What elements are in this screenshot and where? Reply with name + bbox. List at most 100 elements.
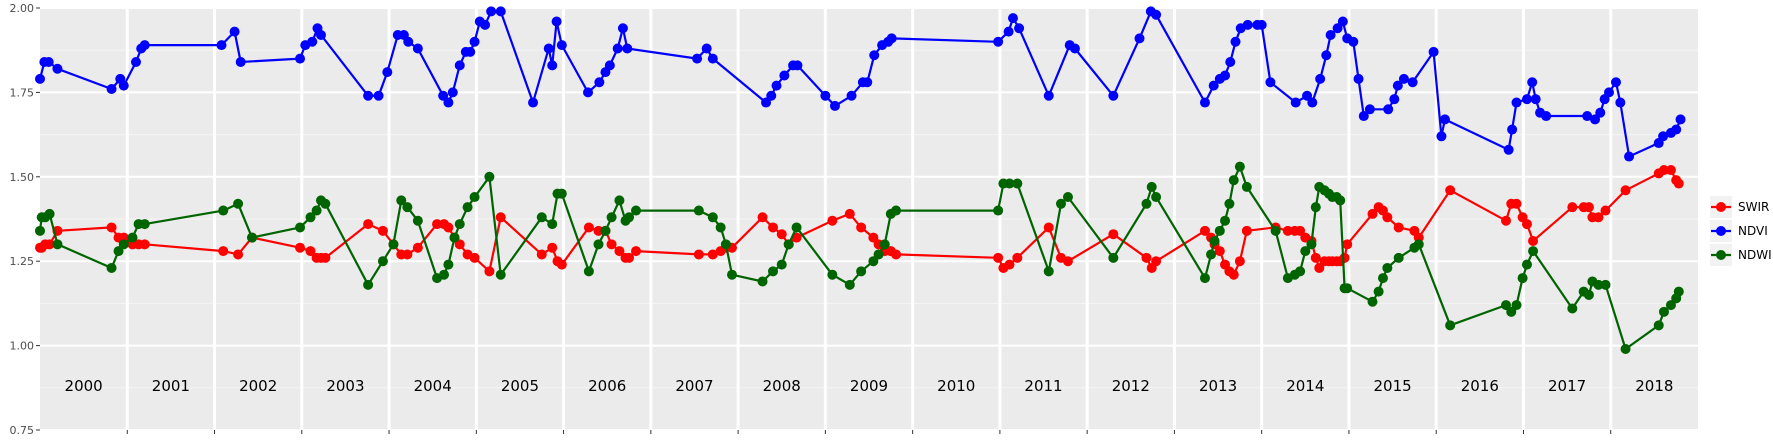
data-point	[886, 33, 897, 44]
data-point	[1615, 97, 1626, 108]
data-point	[1398, 73, 1409, 84]
data-point	[856, 222, 867, 233]
data-point	[1353, 73, 1364, 84]
y-tick-label: 1.00	[10, 340, 35, 353]
data-point	[1582, 111, 1593, 122]
data-point	[229, 26, 240, 37]
data-point	[600, 225, 611, 236]
data-point	[1517, 273, 1528, 284]
data-point	[44, 208, 55, 219]
data-point	[768, 222, 779, 233]
y-tick-label: 1.25	[10, 255, 35, 268]
data-point	[1151, 256, 1162, 267]
data-point	[218, 205, 229, 216]
data-point	[139, 40, 150, 51]
data-point	[139, 219, 150, 230]
data-point	[1658, 165, 1669, 176]
data-point	[1392, 80, 1403, 91]
data-point	[1620, 185, 1631, 196]
data-point	[1511, 300, 1522, 311]
year-label: 2010	[937, 377, 975, 395]
data-point	[447, 87, 458, 98]
data-point	[1069, 43, 1080, 54]
data-point	[692, 53, 703, 64]
data-point	[556, 40, 567, 51]
data-point	[776, 259, 787, 270]
data-point	[1389, 94, 1400, 105]
data-point	[776, 229, 787, 240]
data-point	[779, 70, 790, 81]
data-point	[1228, 175, 1239, 186]
data-point	[454, 239, 465, 250]
data-point	[320, 198, 331, 209]
year-label: 2006	[588, 377, 626, 395]
data-point	[484, 266, 495, 277]
data-point	[547, 242, 558, 253]
data-point	[1653, 320, 1664, 331]
data-point	[707, 212, 718, 223]
data-point	[707, 249, 718, 260]
data-point	[1583, 289, 1594, 300]
data-point	[1367, 208, 1378, 219]
data-point	[1528, 235, 1539, 246]
data-point	[556, 259, 567, 270]
data-point	[862, 77, 873, 88]
data-point	[1671, 124, 1682, 135]
series-ndvi	[35, 6, 1686, 162]
data-point	[382, 67, 393, 78]
year-label: 2009	[850, 377, 888, 395]
data-point	[715, 222, 726, 233]
data-point	[547, 60, 558, 71]
data-point	[1590, 114, 1601, 125]
data-point	[720, 239, 731, 250]
data-point	[820, 90, 831, 101]
year-label: 2000	[65, 377, 103, 395]
data-point	[44, 239, 55, 250]
year-label: 2012	[1112, 377, 1150, 395]
data-point	[612, 43, 623, 54]
data-point	[52, 239, 63, 250]
data-point	[35, 225, 45, 236]
data-point	[593, 239, 604, 250]
data-point	[295, 222, 306, 233]
data-point	[373, 90, 384, 101]
data-point	[439, 269, 450, 280]
data-point	[1300, 246, 1311, 257]
data-point	[465, 46, 476, 57]
data-point	[1413, 239, 1424, 250]
data-point	[868, 232, 879, 243]
data-point	[1225, 57, 1236, 68]
data-point	[757, 212, 768, 223]
data-point	[528, 97, 539, 108]
data-point	[1658, 306, 1669, 317]
data-point	[879, 239, 890, 250]
series-ndwi	[35, 161, 1684, 354]
data-point	[1007, 13, 1018, 24]
data-point	[604, 60, 615, 71]
data-point	[1012, 252, 1023, 263]
data-point	[130, 57, 141, 68]
legend-key-point	[1716, 250, 1726, 260]
data-point	[402, 202, 413, 213]
data-point	[783, 239, 794, 250]
data-point	[1624, 151, 1635, 162]
data-point	[1134, 33, 1145, 44]
data-point	[1302, 90, 1313, 101]
data-point	[624, 212, 635, 223]
data-point	[1141, 252, 1152, 263]
data-point	[1224, 198, 1235, 209]
data-point	[1445, 185, 1456, 196]
data-point	[484, 171, 495, 182]
data-point	[631, 205, 642, 216]
y-tick-label: 1.75	[10, 86, 35, 99]
data-point	[486, 6, 497, 17]
data-point	[1242, 19, 1253, 30]
data-point	[1342, 239, 1353, 250]
data-point	[583, 222, 594, 233]
data-point	[1342, 283, 1353, 294]
data-point	[1673, 178, 1684, 189]
data-point	[761, 97, 772, 108]
data-point	[216, 40, 227, 51]
data-point	[1527, 77, 1538, 88]
data-point	[320, 252, 331, 263]
